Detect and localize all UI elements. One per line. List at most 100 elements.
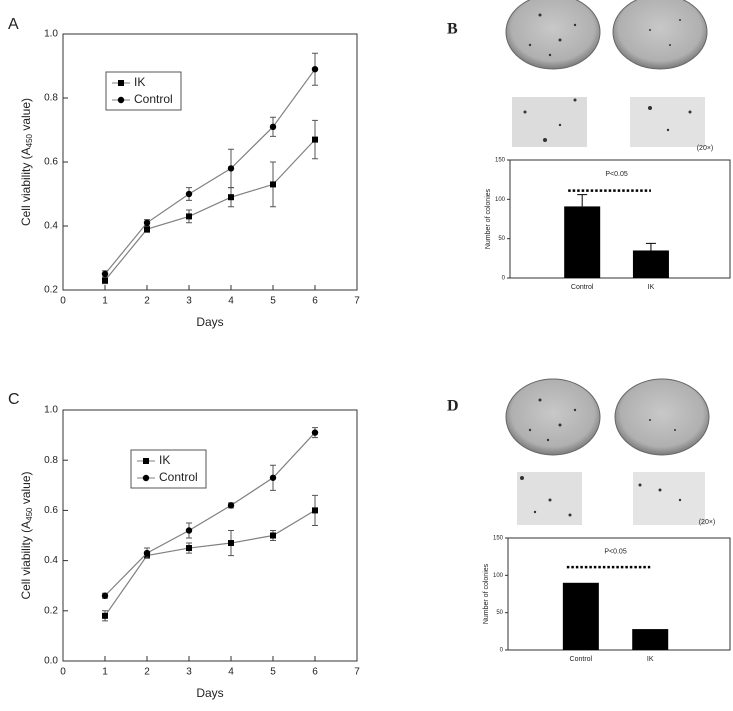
series-line [104, 509, 316, 617]
x-tick-label: IK [647, 656, 654, 663]
legend-label: Control [159, 470, 198, 484]
legend-box [105, 71, 182, 111]
y-tick-label: 100 [495, 197, 506, 203]
bar [562, 582, 599, 650]
legend-marker [117, 96, 125, 104]
x-tick-label: 3 [186, 667, 192, 678]
marker [144, 226, 150, 233]
y-tick-label: 0 [502, 276, 506, 282]
marker [228, 194, 234, 201]
x-tick-label: 1 [102, 667, 108, 678]
legend-marker [142, 474, 150, 482]
marker [270, 532, 276, 539]
x-tick-label: Control [570, 656, 593, 663]
panel-label: A [8, 16, 19, 33]
x-tick-label: 0 [60, 296, 66, 307]
y-axis-label-part: value) [19, 471, 33, 507]
x-tick-label: 6 [312, 667, 318, 678]
legend-marker [143, 458, 149, 464]
y-tick-label: 0.0 [44, 656, 58, 667]
marker [269, 474, 277, 481]
marker [186, 213, 192, 220]
y-axis-label-part: Cell viability (A [19, 147, 33, 226]
marker [102, 277, 108, 284]
x-tick-label: 3 [186, 296, 192, 307]
bar [632, 250, 669, 278]
marker [227, 502, 235, 509]
marker [185, 527, 193, 534]
annotation: P<0.05 [605, 171, 627, 178]
y-axis-label: Number of colonies [485, 188, 492, 249]
x-tick-label: 7 [354, 667, 360, 678]
marker [312, 136, 318, 143]
x-tick-label: 1 [102, 296, 108, 307]
y-tick-label: 0.2 [44, 285, 58, 296]
y-tick-label: 50 [496, 610, 503, 616]
x-tick-label: IK [648, 284, 655, 291]
legend-label: IK [134, 75, 145, 89]
series-line [104, 68, 316, 275]
y-tick-label: 0.6 [44, 505, 58, 516]
y-axis-label-part: value) [19, 98, 33, 134]
x-tick-label: 7 [354, 296, 360, 307]
x-tick-label: 0 [60, 667, 66, 678]
y-axis-label: Number of colonies [483, 563, 490, 624]
error-bar [645, 242, 656, 251]
y-tick-label: 150 [495, 158, 506, 164]
y-tick-label: 0.6 [44, 157, 58, 168]
y-axis-label-part: Cell viability (A [19, 521, 33, 600]
y-axis-label: Cell viability (A450 value) [19, 471, 34, 599]
legend-marker [118, 80, 124, 86]
panel-label: D [447, 398, 459, 415]
marker [186, 545, 192, 552]
y-tick-label: 150 [493, 536, 504, 542]
series-line [104, 139, 316, 281]
y-axis-label: Cell viability (A450 value) [19, 98, 34, 226]
y-tick-label: 0.4 [44, 221, 58, 232]
x-tick-label: Control [571, 284, 594, 291]
plot-frame [509, 159, 731, 279]
panel-label: C [8, 391, 20, 408]
marker [312, 507, 318, 514]
y-axis-label-part: 450 [25, 133, 34, 147]
y-tick-label: 0 [500, 648, 504, 654]
bar [564, 206, 601, 278]
x-tick-label: 5 [270, 296, 276, 307]
marker [227, 165, 235, 172]
marker [270, 181, 276, 188]
x-tick-label: 2 [144, 296, 150, 307]
marker [102, 612, 108, 619]
marker [269, 123, 277, 130]
marker [143, 549, 151, 557]
y-tick-label: 0.8 [44, 455, 58, 466]
x-tick-label: 4 [228, 667, 234, 678]
plot-frame [62, 409, 358, 662]
legend-label: Control [134, 92, 173, 106]
error-bar [577, 194, 588, 207]
y-tick-label: 1.0 [44, 405, 58, 416]
marker [228, 540, 234, 547]
x-axis-label: Days [196, 315, 223, 329]
marker [101, 270, 109, 278]
marker [101, 592, 109, 599]
y-tick-label: 0.8 [44, 93, 58, 104]
series-line [104, 432, 316, 597]
bar [632, 629, 669, 650]
legend-label: IK [159, 453, 170, 467]
x-tick-label: 5 [270, 667, 276, 678]
x-tick-label: 6 [312, 296, 318, 307]
magnification: (20×) [699, 519, 716, 526]
marker [311, 429, 319, 436]
marker [185, 190, 193, 198]
annotation: P<0.05 [604, 548, 626, 555]
y-tick-label: 0.4 [44, 555, 58, 566]
x-tick-label: 2 [144, 667, 150, 678]
plot-frame [507, 537, 731, 651]
legend-box [130, 449, 207, 489]
marker [143, 219, 151, 226]
y-axis-label-part: 450 [25, 507, 34, 521]
marker [311, 66, 319, 73]
x-axis-label: Days [196, 686, 223, 700]
photos [505, 0, 710, 525]
